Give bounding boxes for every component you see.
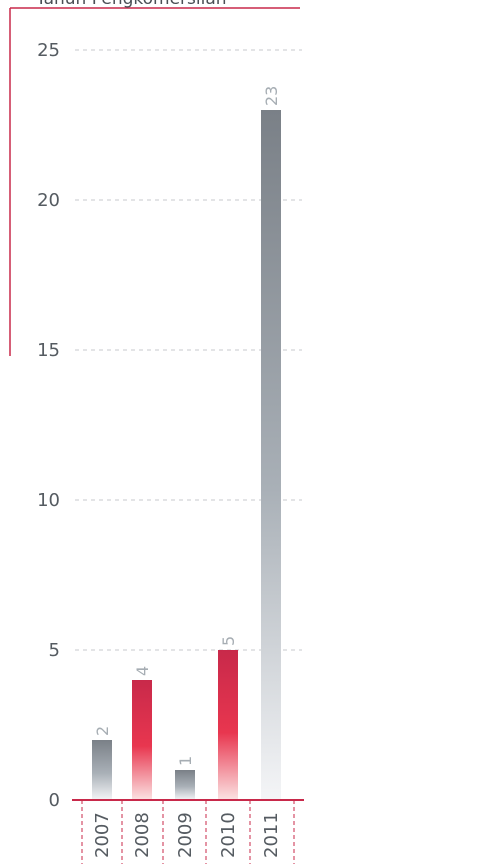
y-tick-label: 20: [37, 190, 60, 211]
grid-lines: [75, 49, 302, 651]
x-axis: 2007 2008 2009 2010 2011: [72, 799, 304, 864]
y-tick-label: 0: [49, 790, 60, 811]
y-tick-label: 15: [37, 340, 60, 361]
x-tick-label: 2011: [261, 812, 282, 858]
value-label: 4: [133, 666, 152, 676]
chart-title: Tahun Pengkomersilan: [35, 0, 227, 9]
x-tick-label: 2007: [92, 812, 113, 858]
bar-2011: [261, 110, 281, 800]
x-tick-label: 2009: [175, 812, 196, 858]
value-label: 23: [262, 86, 281, 106]
y-tick-label: 25: [37, 40, 60, 61]
y-tick-label: 5: [49, 640, 60, 661]
value-label: 2: [93, 726, 112, 736]
bar-2010: [218, 650, 238, 800]
x-tick-label: 2010: [218, 812, 239, 858]
bars: [92, 110, 281, 800]
bar-2009: [175, 770, 195, 800]
value-label: 1: [176, 756, 195, 766]
value-labels: 2 4 1 5 23: [93, 86, 281, 766]
bar-2007: [92, 740, 112, 800]
x-tick-label: 2008: [132, 812, 153, 858]
y-tick-label: 10: [37, 490, 60, 511]
value-label: 5: [219, 636, 238, 646]
y-axis-ticks: 0 5 10 15 20 25: [37, 40, 60, 811]
bar-2008: [132, 680, 152, 800]
